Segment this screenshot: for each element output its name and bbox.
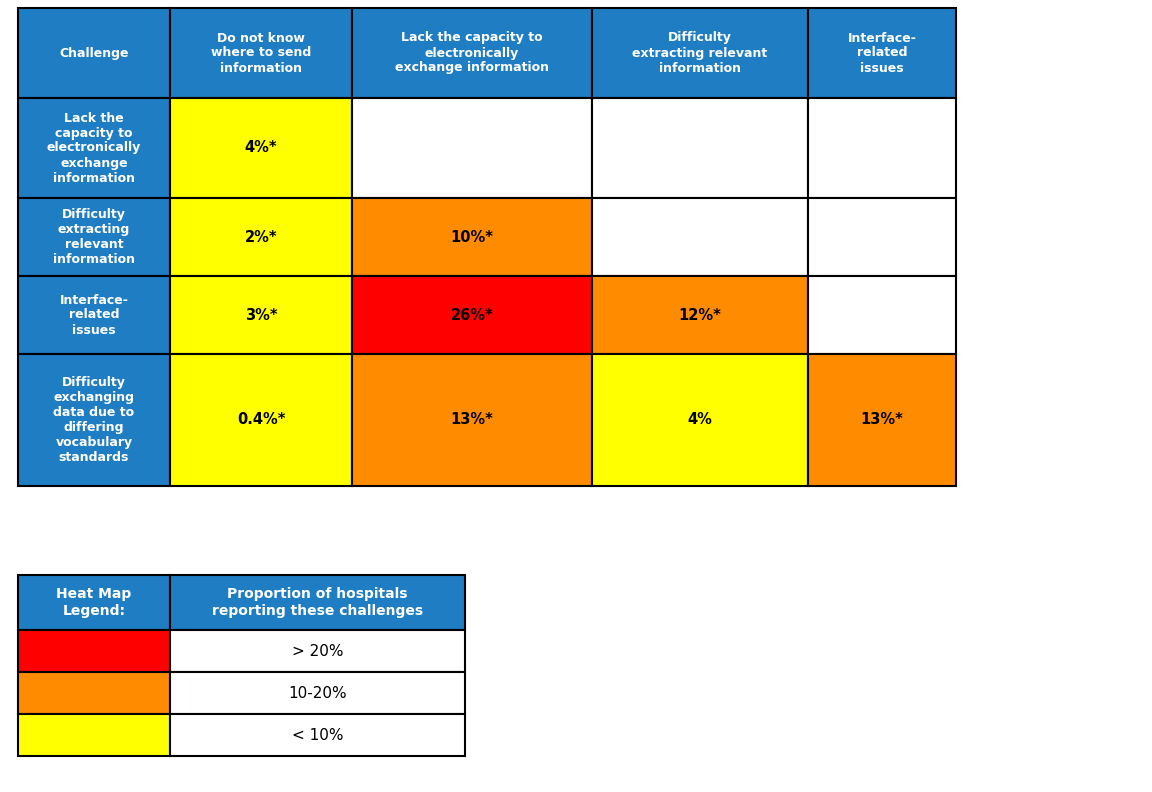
Bar — [170, 575, 465, 630]
Bar — [592, 98, 808, 198]
Bar — [170, 276, 353, 354]
Bar — [353, 98, 592, 198]
Bar — [808, 98, 956, 198]
Bar — [592, 8, 808, 98]
Bar — [170, 354, 353, 486]
Bar — [353, 8, 592, 98]
Bar — [170, 714, 465, 756]
Bar — [18, 98, 170, 198]
Bar — [170, 672, 465, 714]
Text: Heat Map
Legend:: Heat Map Legend: — [56, 588, 131, 618]
Text: 10%*: 10%* — [450, 230, 493, 245]
Bar — [353, 198, 592, 276]
Text: Lack the
capacity to
electronically
exchange
information: Lack the capacity to electronically exch… — [47, 112, 142, 185]
Text: < 10%: < 10% — [291, 728, 343, 743]
Text: 26%*: 26%* — [450, 307, 493, 322]
Bar — [18, 198, 170, 276]
Text: Interface-
related
issues: Interface- related issues — [848, 32, 917, 74]
Text: Difficulty
extracting
relevant
information: Difficulty extracting relevant informati… — [53, 208, 135, 266]
Text: 13%*: 13%* — [861, 413, 903, 428]
Bar — [18, 276, 170, 354]
Bar — [808, 276, 956, 354]
Bar — [170, 198, 353, 276]
Bar — [592, 354, 808, 486]
Bar — [170, 98, 353, 198]
Text: Difficulty
extracting relevant
information: Difficulty extracting relevant informati… — [632, 32, 767, 74]
Bar — [170, 630, 465, 672]
Text: 13%*: 13%* — [450, 413, 493, 428]
Text: 4%: 4% — [688, 413, 712, 428]
Bar — [18, 672, 170, 714]
Bar — [592, 198, 808, 276]
Bar — [170, 8, 353, 98]
Text: 0.4%*: 0.4%* — [237, 413, 286, 428]
Text: Difficulty
exchanging
data due to
differing
vocabulary
standards: Difficulty exchanging data due to differ… — [53, 376, 135, 464]
Text: 4%*: 4%* — [244, 140, 278, 155]
Text: 2%*: 2%* — [244, 230, 278, 245]
Text: Proportion of hospitals
reporting these challenges: Proportion of hospitals reporting these … — [212, 588, 423, 618]
Bar — [353, 354, 592, 486]
Bar — [18, 714, 170, 756]
Text: 3%*: 3%* — [244, 307, 278, 322]
Bar — [18, 575, 170, 630]
Text: 12%*: 12%* — [679, 307, 721, 322]
Bar — [18, 8, 170, 98]
Bar — [808, 8, 956, 98]
Bar — [353, 276, 592, 354]
Text: Do not know
where to send
information: Do not know where to send information — [211, 32, 311, 74]
Text: Challenge: Challenge — [59, 47, 129, 59]
Bar — [18, 630, 170, 672]
Bar — [808, 354, 956, 486]
Text: Interface-
related
issues: Interface- related issues — [60, 294, 128, 337]
Bar — [808, 198, 956, 276]
Bar — [592, 276, 808, 354]
Text: 10-20%: 10-20% — [288, 686, 347, 700]
Text: Lack the capacity to
electronically
exchange information: Lack the capacity to electronically exch… — [395, 32, 550, 74]
Text: > 20%: > 20% — [291, 643, 343, 658]
Bar — [18, 354, 170, 486]
